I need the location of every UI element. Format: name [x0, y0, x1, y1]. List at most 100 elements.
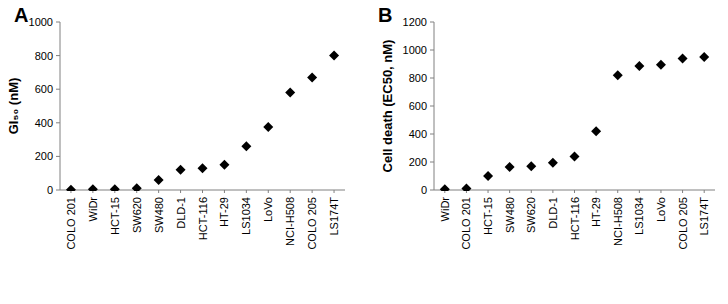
x-tick [312, 190, 313, 193]
data-point [461, 184, 471, 191]
x-tick-label: COLO 205 [306, 197, 318, 250]
panel: A 0 200 400 600 800 1000 GI₅₀ (nM) COLO 201 WiDr H… [6, 4, 345, 250]
y-axis-label: GI₅₀ (nM) [6, 78, 21, 135]
x-tick [660, 190, 661, 193]
y-axis [60, 22, 61, 190]
x-tick-label: WiDr [87, 197, 99, 222]
y-tick [430, 78, 434, 79]
y-tick [430, 162, 434, 163]
x-tick-label: LoVo [655, 197, 667, 222]
x-tick [268, 190, 269, 193]
y-tick-label: 0 [421, 184, 427, 196]
y-tick-label: 400 [35, 117, 53, 129]
data-point [176, 165, 186, 175]
data-point [483, 171, 493, 181]
x-tick-label: LS174T [698, 197, 710, 236]
x-tick-label: HCT-116 [197, 197, 209, 240]
x-tick-label: HCT-15 [109, 197, 121, 235]
x-tick [682, 190, 683, 193]
x-tick-label: DLD-1 [175, 197, 187, 229]
x-tick [158, 190, 159, 193]
y-tick [430, 22, 434, 23]
x-tick [509, 190, 510, 193]
data-point [88, 184, 98, 191]
x-tick [596, 190, 597, 193]
x-tick-label: LS174T [328, 197, 340, 236]
y-tick [56, 55, 60, 56]
y-tick [430, 50, 434, 51]
figure: A 0 200 400 600 800 1000 GI₅₀ (nM) COLO 201 WiDr H… [0, 0, 728, 304]
x-tick-label: LS1034 [240, 197, 252, 235]
y-tick-label: 800 [409, 72, 427, 84]
data-point [570, 151, 580, 161]
y-tick-label: 600 [35, 83, 53, 95]
data-point [634, 61, 644, 71]
y-tick [430, 190, 434, 191]
x-tick-label: COLO 201 [65, 197, 77, 250]
x-tick [531, 190, 532, 193]
data-point [241, 141, 251, 151]
x-tick-label: HT-29 [590, 197, 602, 227]
data-point [219, 160, 229, 170]
data-point [613, 70, 623, 80]
y-axis-label: Cell death (EC50, nM) [380, 40, 395, 173]
x-tick-label: SW480 [504, 197, 516, 233]
y-tick-label: 800 [35, 50, 53, 62]
x-tick-label: LS1034 [633, 197, 645, 235]
x-tick-label: DLD-1 [547, 197, 559, 229]
data-point [110, 184, 120, 191]
panel: B020040060080010001200Cell death (EC50, … [378, 4, 715, 250]
data-point [526, 161, 536, 171]
x-tick [704, 190, 705, 193]
x-tick-label: SW480 [153, 197, 165, 233]
y-tick [56, 122, 60, 123]
x-tick [488, 190, 489, 193]
y-tick-label: 400 [409, 128, 427, 140]
x-tick [290, 190, 291, 193]
x-tick [224, 190, 225, 193]
panel-title: B [378, 4, 392, 26]
data-point [198, 163, 208, 173]
data-point [285, 88, 295, 98]
x-tick-label: NCI-H508 [612, 197, 624, 246]
y-tick [56, 190, 60, 191]
x-tick-label: LoVo [262, 197, 274, 222]
data-point [307, 72, 317, 82]
data-point [548, 158, 558, 168]
x-tick [180, 190, 181, 193]
x-tick-label: HCT-116 [569, 197, 581, 240]
marks [440, 52, 709, 191]
y-tick [56, 22, 60, 23]
y-tick-label: 600 [409, 100, 427, 112]
panel-title: A [14, 4, 28, 26]
data-point [66, 185, 76, 191]
data-point [132, 183, 142, 191]
x-tick [246, 190, 247, 193]
x-tick-label: WiDr [439, 197, 451, 222]
x-tick-label: COLO 201 [460, 197, 472, 250]
data-point [505, 162, 515, 172]
x-tick [202, 190, 203, 193]
y-tick-label: 200 [409, 156, 427, 168]
x-tick-label: NCI-H508 [284, 197, 296, 246]
data-point [154, 175, 164, 185]
data-point [440, 184, 450, 191]
data-point [656, 60, 666, 70]
data-point [699, 52, 709, 62]
y-tick [56, 89, 60, 90]
x-tick-label: COLO 205 [677, 197, 689, 250]
x-tick-label: SW620 [525, 197, 537, 233]
x-tick [552, 190, 553, 193]
marks [66, 51, 339, 191]
data-point [678, 53, 688, 63]
y-tick-label: 1000 [403, 44, 427, 56]
y-tick [56, 156, 60, 157]
y-tick-label: 1000 [29, 16, 53, 28]
y-tick-label: 0 [47, 184, 53, 196]
data-point [329, 51, 339, 61]
x-tick-label: HT-29 [218, 197, 230, 227]
data-point [591, 126, 601, 136]
y-tick-label: 200 [35, 150, 53, 162]
y-tick [430, 134, 434, 135]
x-tick-label: HCT-15 [482, 197, 494, 235]
